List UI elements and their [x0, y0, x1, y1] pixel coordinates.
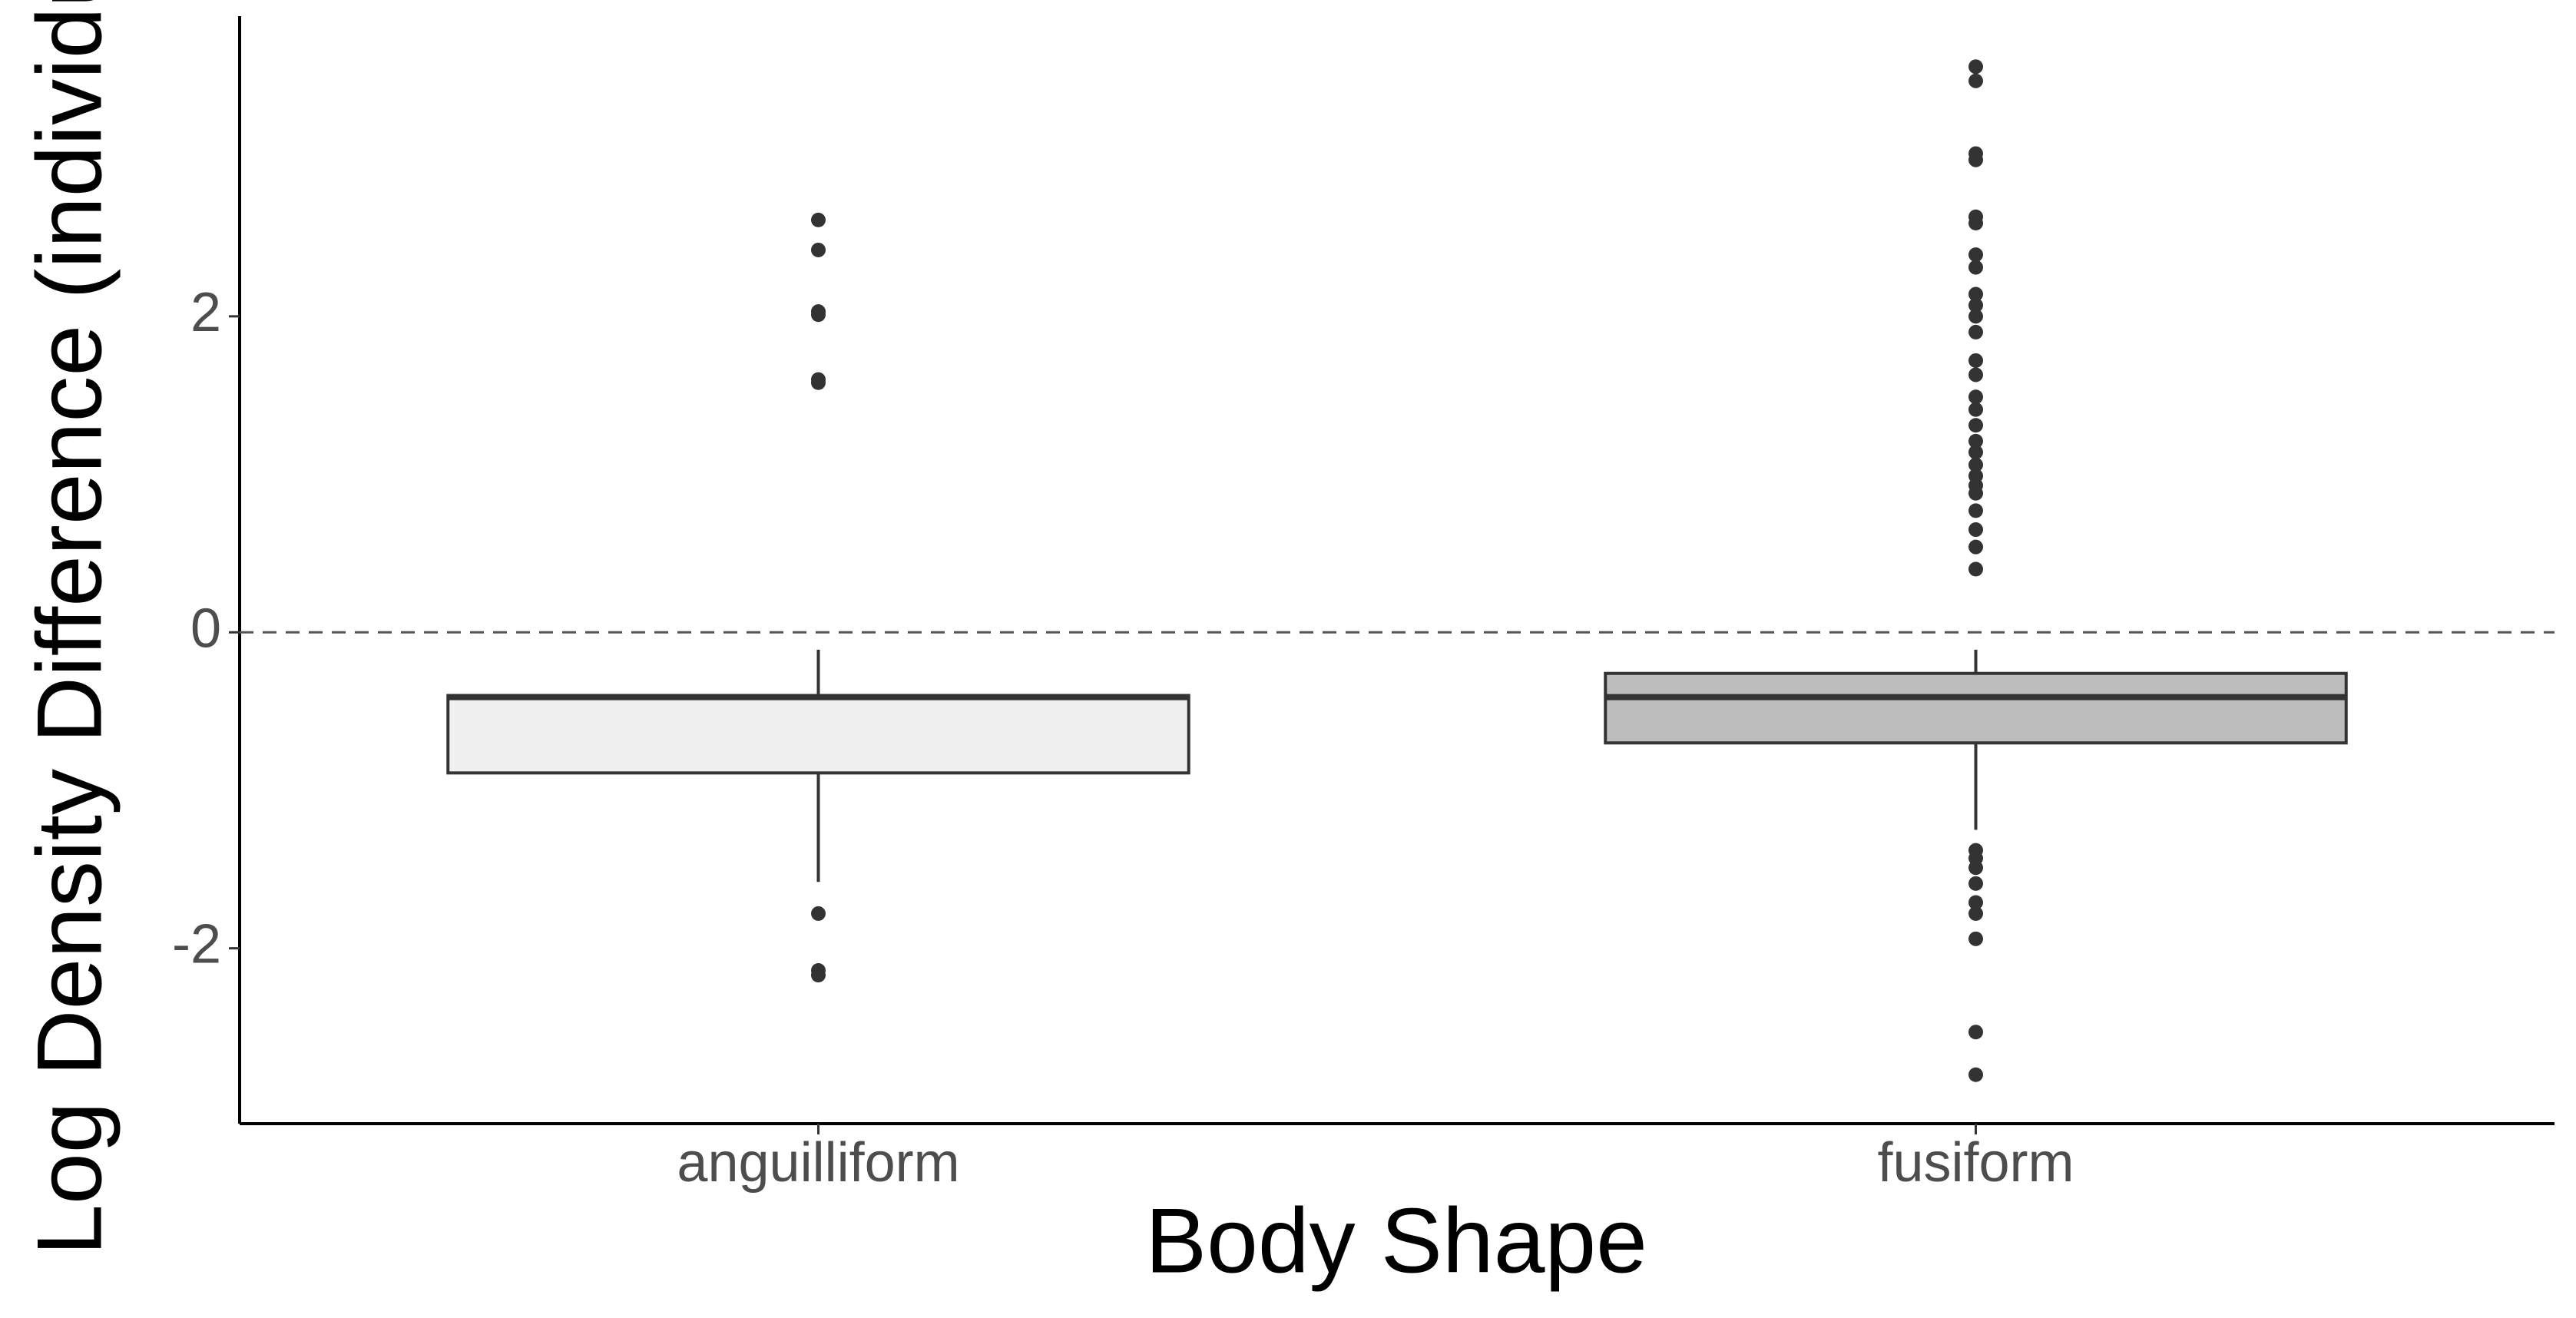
outlier — [1968, 561, 1983, 577]
outlier — [1968, 1025, 1983, 1040]
outlier — [811, 307, 826, 323]
outlier — [1968, 59, 1983, 75]
outlier — [1968, 931, 1983, 946]
outlier — [1968, 260, 1983, 275]
outlier — [1968, 860, 1983, 876]
x-tick-label: fusiform — [1877, 1132, 2074, 1194]
outlier — [1968, 152, 1983, 167]
outlier — [1968, 73, 1983, 88]
outlier — [1968, 895, 1983, 910]
outlier — [1968, 1067, 1983, 1082]
outlier — [1968, 445, 1983, 460]
box — [446, 694, 1190, 775]
x-axis-title: Body Shape — [1145, 1190, 1647, 1293]
outlier — [811, 968, 826, 983]
y-tick-label: -2 — [172, 914, 221, 975]
outlier — [1968, 353, 1983, 368]
outlier — [1968, 485, 1983, 501]
outlier — [1968, 324, 1983, 339]
outlier — [1968, 457, 1983, 472]
outlier — [1968, 433, 1983, 449]
outlier — [1968, 389, 1983, 405]
outlier — [1968, 297, 1983, 313]
outlier — [1968, 215, 1983, 230]
outlier — [1968, 309, 1983, 324]
box — [1604, 671, 2348, 745]
outlier — [1968, 906, 1983, 921]
outlier — [811, 906, 826, 921]
y-tick-label: 0 — [190, 598, 221, 659]
outlier — [1968, 367, 1983, 382]
outlier — [1968, 539, 1983, 555]
outlier — [1968, 522, 1983, 538]
y-axis-title: Log Density Difference (individual — [18, 0, 121, 1256]
outlier — [1968, 286, 1983, 302]
outlier — [811, 375, 826, 390]
outlier — [811, 212, 826, 227]
x-tick-label: anguilliform — [677, 1132, 959, 1194]
outlier — [1968, 402, 1983, 417]
outlier — [1968, 247, 1983, 263]
outlier — [1968, 418, 1983, 433]
outlier — [1968, 503, 1983, 518]
outlier — [811, 242, 826, 257]
y-tick-label: 2 — [190, 282, 221, 343]
outlier — [1968, 876, 1983, 891]
